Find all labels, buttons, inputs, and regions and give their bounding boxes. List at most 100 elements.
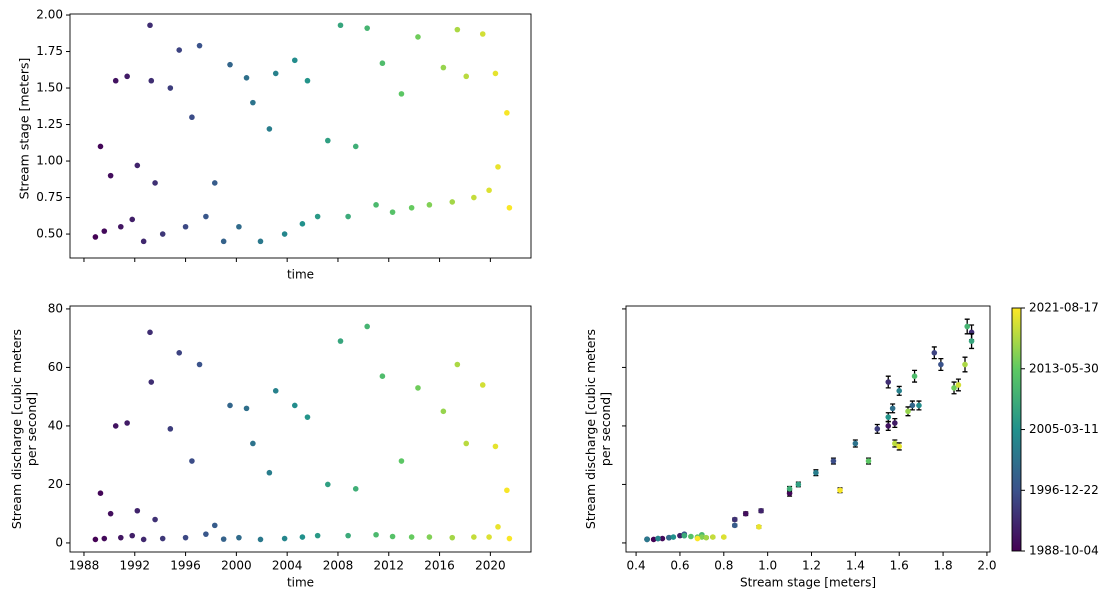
x-tick-label: 2.0 (977, 559, 996, 573)
colorbar-tick-label: 2013-05-30 (1029, 361, 1099, 375)
point (176, 47, 183, 53)
point (506, 204, 513, 211)
point (479, 382, 486, 388)
y-tick-label: 0.50 (36, 227, 63, 241)
axes-frame (69, 13, 532, 259)
point (837, 487, 843, 494)
point (364, 323, 370, 330)
point (236, 223, 242, 230)
point (479, 31, 486, 37)
point (272, 388, 279, 394)
point (892, 440, 898, 447)
point (182, 534, 189, 541)
x-tick-label: 1996 (170, 559, 201, 573)
point (281, 231, 288, 237)
point (504, 487, 510, 494)
y-tick-label: 1.00 (36, 154, 63, 168)
point (408, 204, 415, 211)
point (463, 440, 470, 447)
y-axis-label: Stream stage [meters] (16, 57, 32, 200)
point (830, 458, 837, 464)
x-tick-label: 1.2 (802, 559, 821, 573)
point (852, 440, 859, 447)
point (703, 534, 710, 541)
point (694, 535, 701, 542)
point (107, 172, 114, 179)
y-tick-label: 1.25 (36, 117, 63, 131)
point (677, 532, 683, 539)
point (107, 510, 114, 517)
point (440, 64, 447, 71)
point (314, 213, 321, 220)
point (314, 532, 321, 539)
point (389, 533, 396, 540)
point (720, 534, 727, 540)
point (272, 70, 279, 77)
point (463, 73, 470, 80)
point (905, 408, 911, 415)
point (159, 231, 166, 237)
x-tick-label: 1992 (119, 559, 150, 573)
point (742, 510, 749, 517)
point (291, 402, 298, 409)
point (889, 405, 896, 412)
point (243, 405, 250, 412)
point (352, 486, 359, 492)
point (345, 213, 351, 220)
y-tick-label: 0.75 (36, 190, 63, 204)
point (681, 532, 688, 539)
point (140, 238, 147, 245)
point (670, 534, 677, 540)
point (196, 42, 203, 49)
point (92, 536, 99, 543)
point (134, 162, 141, 169)
y-tick-label: 2.00 (36, 8, 63, 22)
point (266, 126, 273, 132)
point (147, 329, 153, 336)
colorbar-tick-label: 1996-12-22 (1029, 483, 1099, 497)
y-tick-label: 1.50 (36, 81, 63, 95)
point (909, 402, 916, 409)
x-tick-label: 2000 (221, 559, 252, 573)
x-axis-label: time (287, 576, 314, 590)
point (117, 223, 124, 230)
point (644, 536, 650, 543)
point (220, 238, 227, 245)
colorbar-tick-label: 2021-08-17 (1029, 301, 1099, 315)
point (373, 531, 379, 538)
point (281, 535, 288, 542)
x-tick-label: 2012 (373, 559, 404, 573)
point (227, 402, 233, 409)
point (134, 507, 141, 514)
x-tick-label: 1.0 (758, 559, 777, 573)
point (345, 532, 351, 539)
point (408, 534, 415, 540)
point (962, 361, 968, 368)
x-tick-label: 2020 (475, 559, 506, 573)
point (495, 164, 501, 170)
point (655, 535, 661, 542)
point (220, 536, 227, 542)
point (227, 61, 233, 68)
point (352, 143, 359, 150)
point (426, 202, 433, 208)
point (189, 458, 195, 464)
point (243, 75, 250, 81)
point (337, 338, 344, 344)
point (955, 382, 962, 388)
point (140, 536, 147, 543)
x-tick-label: 0.8 (714, 559, 733, 573)
point (492, 443, 499, 450)
point (492, 70, 499, 77)
point (129, 216, 136, 223)
point (176, 350, 183, 356)
x-axis-label: Stream stage [meters] (740, 576, 876, 590)
point (152, 516, 158, 523)
x-tick-label: 1.6 (890, 559, 909, 573)
point (97, 143, 104, 150)
y-tick-label: 40 (48, 418, 63, 432)
point (495, 524, 501, 530)
x-tick-label: 2008 (323, 559, 354, 573)
point (911, 373, 918, 380)
point (415, 34, 421, 40)
